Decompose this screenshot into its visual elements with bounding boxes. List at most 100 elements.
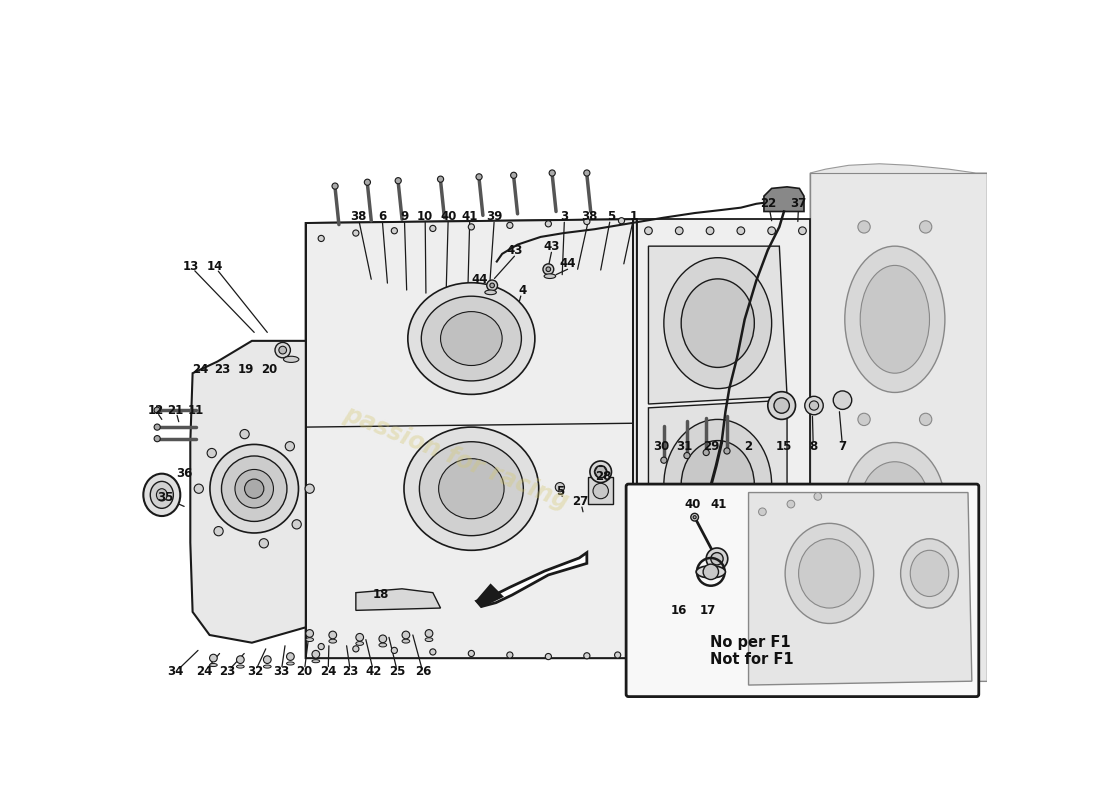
Text: 23: 23	[342, 666, 359, 678]
Ellipse shape	[151, 482, 174, 508]
Circle shape	[154, 407, 161, 414]
Ellipse shape	[860, 266, 930, 373]
Ellipse shape	[421, 296, 521, 381]
Circle shape	[714, 654, 722, 662]
Circle shape	[353, 646, 359, 652]
Circle shape	[706, 548, 728, 570]
Ellipse shape	[235, 470, 274, 508]
Ellipse shape	[696, 566, 726, 578]
Circle shape	[556, 482, 564, 492]
Text: passion for racing: passion for racing	[340, 402, 572, 514]
Text: 25: 25	[389, 666, 406, 678]
Circle shape	[584, 653, 590, 659]
Text: 11: 11	[188, 404, 204, 417]
Circle shape	[430, 226, 436, 231]
Polygon shape	[649, 400, 788, 566]
Circle shape	[425, 630, 433, 638]
Circle shape	[543, 264, 553, 274]
Circle shape	[920, 582, 932, 595]
Circle shape	[805, 396, 823, 414]
Ellipse shape	[236, 665, 244, 668]
Circle shape	[786, 500, 794, 508]
Circle shape	[618, 218, 625, 224]
Polygon shape	[190, 341, 306, 642]
Polygon shape	[810, 164, 988, 682]
Circle shape	[364, 179, 371, 186]
Text: 39: 39	[486, 210, 503, 223]
Ellipse shape	[378, 643, 387, 647]
Text: 24: 24	[196, 666, 212, 678]
Circle shape	[286, 653, 295, 661]
Circle shape	[207, 449, 217, 458]
Ellipse shape	[681, 279, 755, 367]
Text: 32: 32	[246, 666, 263, 678]
Circle shape	[549, 170, 556, 176]
Circle shape	[615, 652, 620, 658]
Circle shape	[510, 172, 517, 178]
Circle shape	[264, 656, 272, 663]
Text: 16: 16	[671, 604, 688, 617]
Ellipse shape	[785, 523, 873, 623]
Text: 18: 18	[373, 589, 389, 602]
Circle shape	[706, 227, 714, 234]
Text: 7: 7	[838, 440, 847, 453]
Circle shape	[593, 483, 608, 498]
Circle shape	[640, 654, 649, 662]
Text: 41: 41	[711, 498, 727, 510]
Circle shape	[546, 654, 551, 660]
Circle shape	[329, 631, 337, 639]
Text: 23: 23	[214, 363, 231, 376]
Circle shape	[469, 224, 474, 230]
Text: 5: 5	[606, 210, 615, 223]
Text: 1: 1	[630, 210, 638, 223]
Text: 19: 19	[238, 363, 254, 376]
Circle shape	[759, 508, 767, 516]
Circle shape	[684, 453, 690, 458]
Text: 29: 29	[703, 440, 719, 453]
Ellipse shape	[439, 458, 504, 518]
Polygon shape	[588, 477, 613, 504]
Circle shape	[154, 424, 161, 430]
Ellipse shape	[403, 639, 410, 643]
Circle shape	[703, 564, 718, 579]
Ellipse shape	[286, 662, 295, 665]
Ellipse shape	[329, 639, 337, 643]
Circle shape	[737, 227, 745, 234]
Circle shape	[318, 235, 324, 242]
Text: 8: 8	[810, 440, 817, 453]
Text: 15: 15	[776, 440, 792, 453]
Text: 27: 27	[573, 495, 588, 508]
Circle shape	[752, 654, 760, 662]
Polygon shape	[763, 187, 804, 211]
Text: 38: 38	[581, 210, 597, 223]
Circle shape	[332, 183, 338, 189]
Text: No per F1: No per F1	[711, 635, 791, 650]
Circle shape	[194, 484, 204, 494]
Circle shape	[791, 654, 799, 662]
Text: 35: 35	[156, 491, 173, 505]
Circle shape	[691, 514, 698, 521]
Polygon shape	[634, 219, 810, 650]
Circle shape	[595, 466, 607, 478]
Circle shape	[661, 457, 667, 463]
Text: 44: 44	[560, 258, 576, 270]
Circle shape	[584, 170, 590, 176]
Text: 4: 4	[518, 284, 526, 298]
Circle shape	[675, 654, 683, 662]
Text: 14: 14	[207, 261, 223, 274]
Circle shape	[724, 448, 730, 454]
Text: 38: 38	[350, 210, 366, 223]
Ellipse shape	[871, 608, 917, 646]
Circle shape	[355, 634, 364, 641]
Circle shape	[469, 650, 474, 657]
Circle shape	[430, 649, 436, 655]
Circle shape	[209, 654, 218, 662]
Text: 3: 3	[561, 210, 569, 223]
Ellipse shape	[419, 442, 524, 536]
Polygon shape	[749, 493, 972, 685]
Ellipse shape	[244, 479, 264, 498]
Circle shape	[799, 227, 806, 234]
Circle shape	[810, 401, 818, 410]
Text: 9: 9	[400, 210, 408, 223]
Circle shape	[768, 392, 795, 419]
